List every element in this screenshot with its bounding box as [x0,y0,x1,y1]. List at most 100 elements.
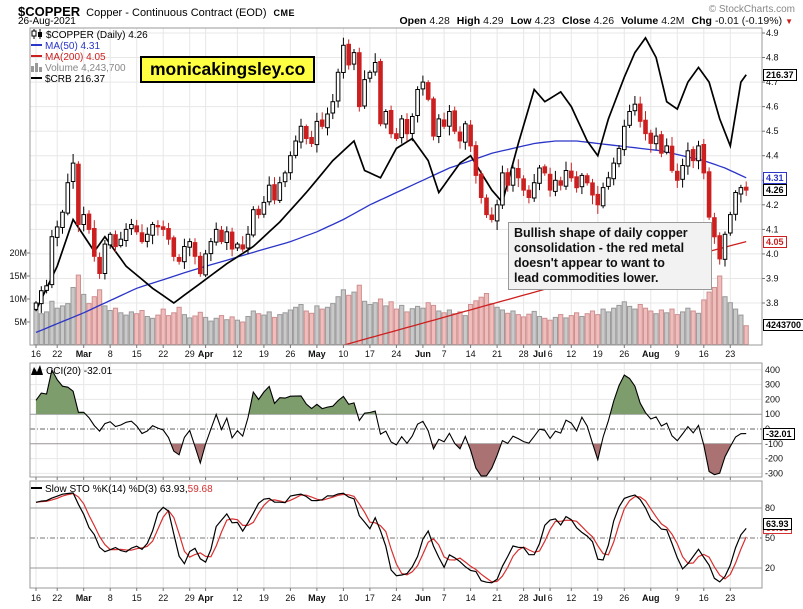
annotation-line: consolidation - the red metal [514,241,685,255]
svg-text:17: 17 [365,593,375,603]
svg-text:6: 6 [548,349,553,359]
svg-text:80: 80 [765,503,775,513]
zigzag-icon [31,365,43,378]
svg-text:12: 12 [232,593,242,603]
svg-text:4.6: 4.6 [766,102,779,112]
quote-low-value: 4.23 [534,15,555,27]
svg-text:21: 21 [492,593,502,603]
svg-text:Aug: Aug [642,593,660,603]
svg-text:14: 14 [466,593,476,603]
svg-text:Jul: Jul [533,593,546,603]
svg-text:Mar: Mar [76,593,93,603]
svg-text:26: 26 [619,349,629,359]
axis-value-label: -32.01 [763,428,795,440]
legend-row: MA(50) 4.31 [31,41,148,52]
legend-text: Volume 4,243,700 [45,63,126,74]
quote-low-label: Low [510,15,532,27]
quote-chg-label: Chg [691,15,712,27]
svg-text:29: 29 [185,349,195,359]
legend-row: $CRB 216.37 [31,74,148,85]
watermark: monicakingsley.co [140,56,316,83]
svg-text:4.9: 4.9 [766,28,779,38]
svg-text:May: May [308,593,326,603]
sto-legend: Slow STO %K(14) %D(3) 63.93, 59.68 [31,484,213,495]
price-legend: $COPPER (Daily) 4.26 MA(50) 4.31 MA(200) 4… [31,29,148,85]
svg-text:Apr: Apr [198,349,214,359]
svg-text:4.1: 4.1 [766,224,779,234]
svg-text:10: 10 [338,593,348,603]
legend-text: MA(200) 4.05 [45,52,106,63]
axis-value-label: 216.37 [763,69,797,81]
svg-text:-300: -300 [765,468,783,478]
svg-text:Jun: Jun [415,349,431,359]
axis-value-label: 63.93 [763,518,792,530]
annotation-box: Bullish shape of daily copper consolidati… [508,222,712,290]
svg-text:14: 14 [466,349,476,359]
svg-text:24: 24 [391,349,401,359]
svg-text:5M: 5M [14,317,27,327]
svg-text:4.0: 4.0 [766,249,779,259]
svg-text:28: 28 [519,593,529,603]
legend-text: $COPPER (Daily) 4.26 [46,30,148,41]
header-row-1: $COPPER Copper - Continuous Contract (EOD… [18,3,295,19]
svg-text:10: 10 [338,349,348,359]
svg-text:4.4: 4.4 [766,151,779,161]
quote-high-label: High [456,15,481,27]
svg-text:4.7: 4.7 [766,77,779,87]
svg-text:17: 17 [365,349,375,359]
quote-open-label: Open [399,15,427,27]
cci-legend: CCI(20) -32.01 [31,365,112,378]
svg-text:16: 16 [31,349,41,359]
svg-text:23: 23 [725,593,735,603]
svg-text:4.2: 4.2 [766,200,779,210]
annotation-line: doesn't appear to want to [514,256,665,270]
exchange-label: CME [273,8,295,18]
svg-text:Mar: Mar [76,349,93,359]
svg-text:7: 7 [442,349,447,359]
svg-text:7: 7 [442,593,447,603]
quote-close-label: Close [562,15,591,27]
svg-text:12: 12 [566,349,576,359]
svg-text:3.8: 3.8 [766,298,779,308]
legend-row: CCI(20) -32.01 [31,365,112,378]
quote-high-value: 4.29 [483,15,504,27]
svg-text:22: 22 [52,593,62,603]
symbol: $COPPER [18,4,81,19]
svg-text:15: 15 [132,593,142,603]
svg-text:15: 15 [132,349,142,359]
svg-text:12: 12 [232,349,242,359]
svg-text:Jun: Jun [415,593,431,603]
svg-text:10M: 10M [9,294,27,304]
svg-text:100: 100 [765,409,780,419]
annotation-line: lead commodities lower. [514,271,659,285]
svg-text:15M: 15M [9,271,27,281]
svg-text:16: 16 [699,593,709,603]
line-icon [31,51,42,64]
legend-row: Volume 4,243,700 [31,63,148,74]
svg-text:8: 8 [108,349,113,359]
svg-text:22: 22 [52,349,62,359]
svg-text:19: 19 [259,593,269,603]
legend-row: MA(200) 4.05 [31,52,148,63]
axis-value-label: 4.26 [763,184,787,196]
annotation-line: Bullish shape of daily copper [514,226,688,240]
svg-text:26: 26 [285,593,295,603]
svg-text:Aug: Aug [642,349,660,359]
volume-bars-icon [31,62,42,75]
legend-text: $CRB 216.37 [45,74,106,85]
svg-text:23: 23 [725,349,735,359]
quote-volume-value: 4.2M [661,15,685,27]
svg-text:4.5: 4.5 [766,126,779,136]
svg-text:Apr: Apr [198,593,214,603]
axis-value-label: 4.31 [763,172,787,184]
svg-text:20M: 20M [9,248,27,258]
quote-close-value: 4.26 [593,15,615,27]
quote-volume-label: Volume [621,15,659,27]
copyright-link[interactable]: © StockCharts.com [708,4,795,15]
svg-text:4.8: 4.8 [766,53,779,63]
svg-text:16: 16 [699,349,709,359]
svg-text:50: 50 [765,533,775,543]
svg-text:16: 16 [31,593,41,603]
